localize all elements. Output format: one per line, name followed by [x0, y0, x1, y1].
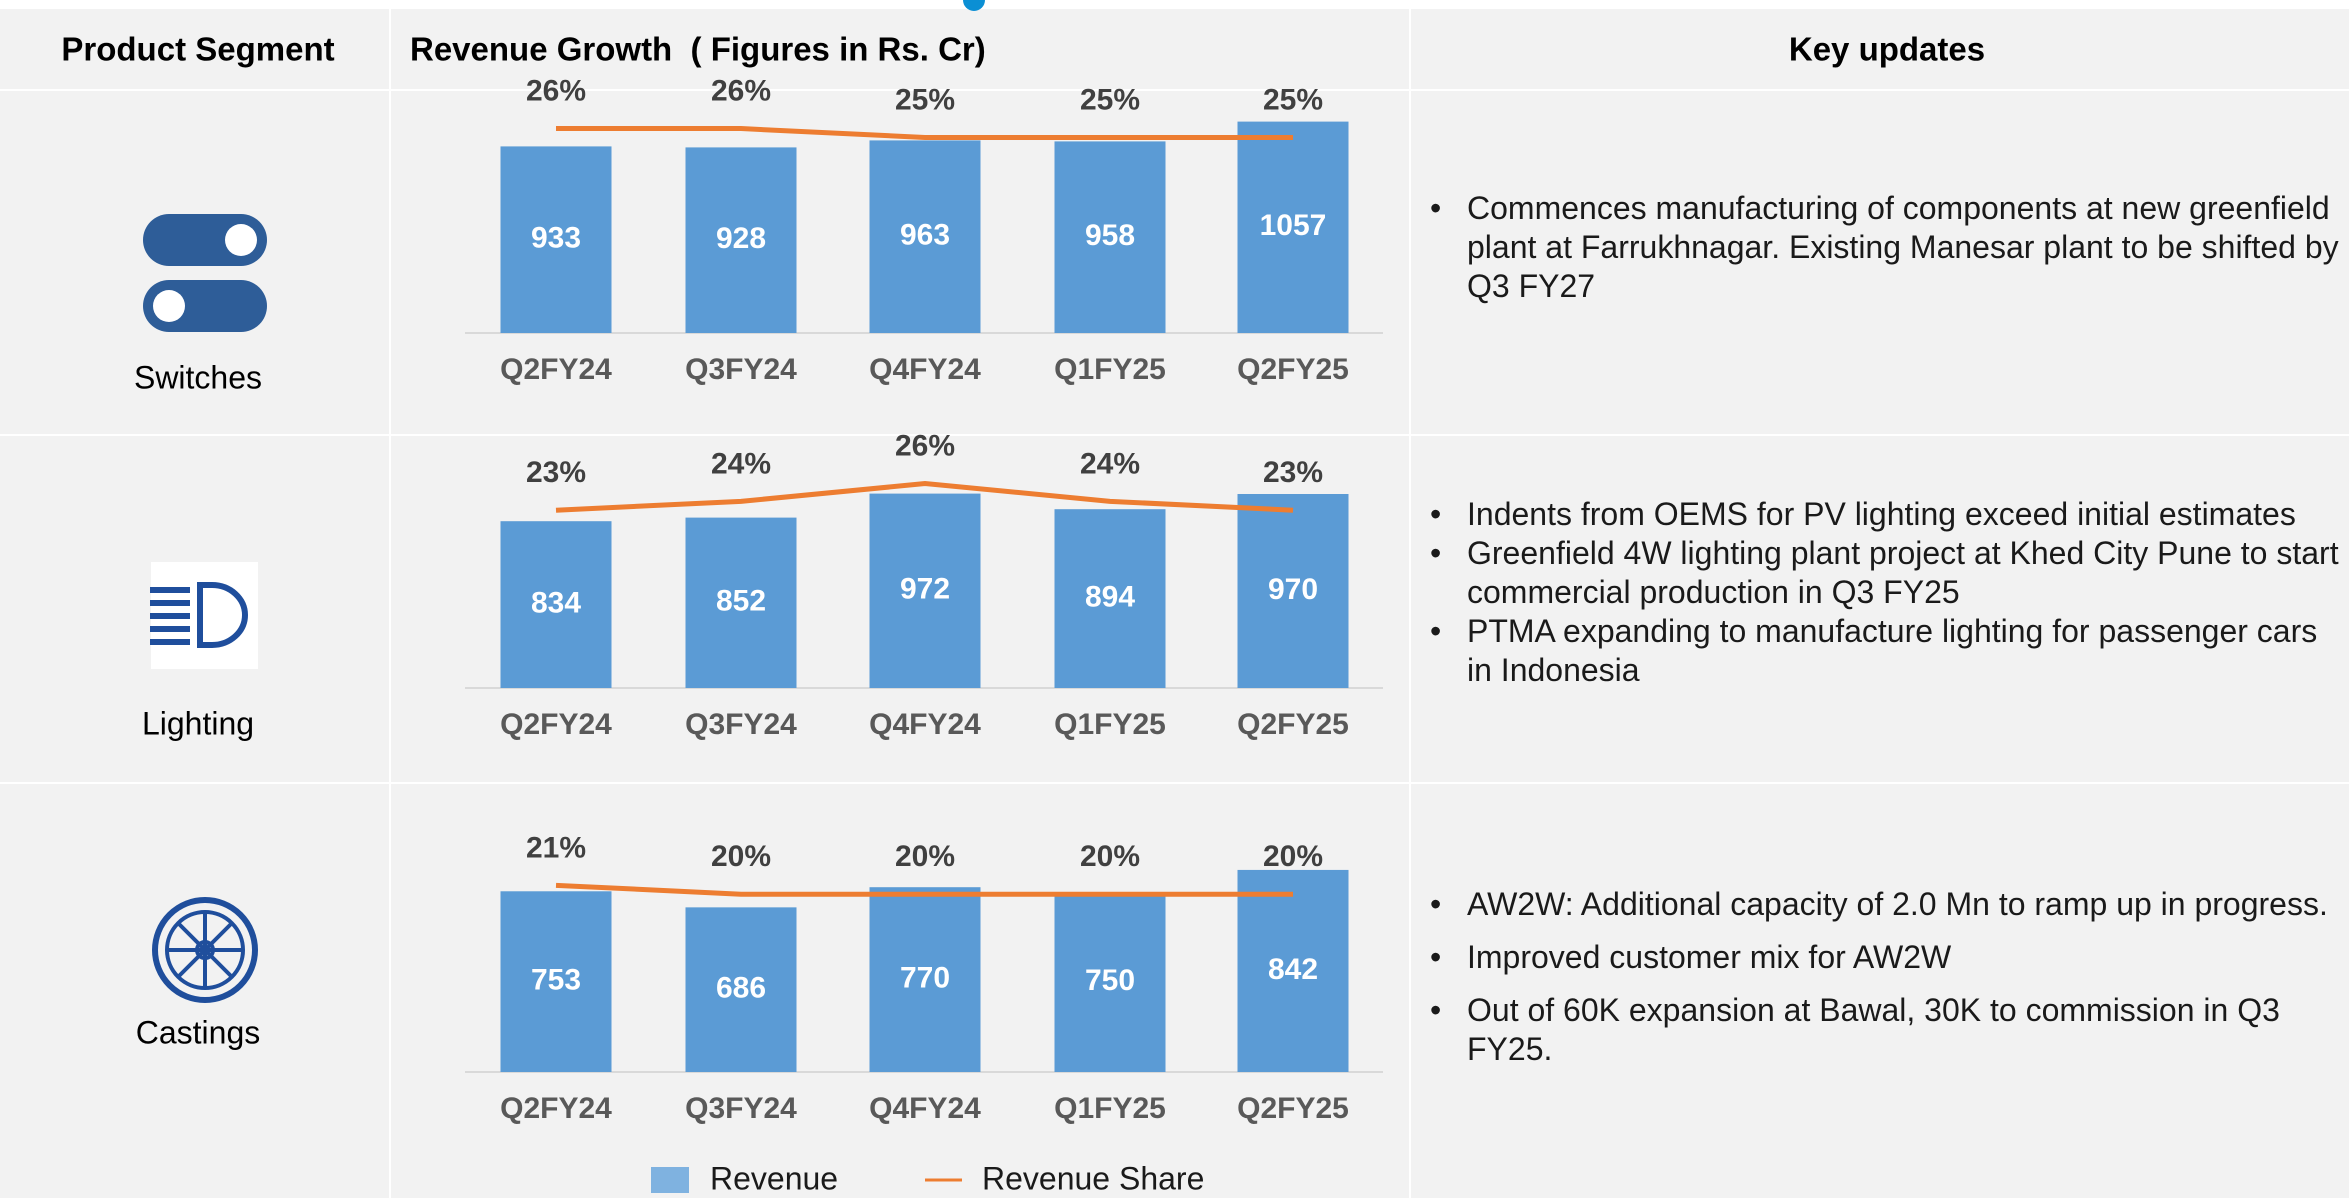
- bar: [1054, 892, 1166, 1072]
- x-tick-label: Q1FY25: [1054, 353, 1166, 386]
- bar: [1237, 121, 1349, 333]
- x-tick-label: Q3FY24: [685, 353, 797, 386]
- bar: [1054, 509, 1166, 688]
- x-tick-label: Q4FY24: [869, 1092, 981, 1125]
- legend-label: Revenue Share: [982, 1160, 1204, 1196]
- bar: [869, 493, 981, 688]
- share-label: 21%: [526, 831, 586, 864]
- bar-label: 770: [900, 962, 950, 995]
- legend-swatch: [651, 1167, 689, 1193]
- bar: [1054, 141, 1166, 333]
- key-updates: AW2W: Additional capacity of 2.0 Mn to r…: [1430, 885, 2340, 1083]
- share-label: 20%: [1263, 840, 1323, 873]
- share-line: [556, 126, 1293, 140]
- share-label: 26%: [711, 74, 771, 107]
- bar: [685, 907, 797, 1072]
- top-strip: [0, 0, 2349, 9]
- bar: [500, 891, 612, 1072]
- key-updates: Commences manufacturing of components at…: [1430, 189, 2340, 306]
- bar-label: 842: [1268, 953, 1318, 986]
- x-tick-label: Q4FY24: [869, 708, 981, 741]
- share-label: 25%: [1080, 83, 1140, 116]
- x-tick-label: Q2FY24: [500, 353, 612, 386]
- bar-label: 928: [716, 222, 766, 255]
- segment-label: Castings: [136, 1014, 261, 1050]
- update-item: AW2W: Additional capacity of 2.0 Mn to r…: [1430, 885, 2340, 924]
- lighting-icon: [150, 562, 258, 669]
- update-item: Improved customer mix for AW2W: [1430, 938, 2340, 977]
- bar: [869, 140, 981, 333]
- x-tick-label: Q2FY24: [500, 1092, 612, 1125]
- share-label: 24%: [1080, 447, 1140, 480]
- bar-label: 970: [1268, 573, 1318, 606]
- share-label: 26%: [895, 429, 955, 462]
- bar-label: 852: [716, 585, 766, 618]
- bar-label: 834: [531, 587, 581, 620]
- dot: [963, 0, 985, 11]
- segment-label: Lighting: [142, 705, 254, 741]
- x-tick-label: Q3FY24: [685, 1092, 797, 1125]
- bar-label: 686: [716, 972, 766, 1005]
- segment-label: Switches: [134, 359, 262, 395]
- bar-label: 972: [900, 573, 950, 606]
- bar: [1237, 869, 1349, 1072]
- share-label: 23%: [1263, 456, 1323, 489]
- bar: [1237, 494, 1349, 688]
- x-tick-label: Q2FY25: [1237, 353, 1349, 386]
- share-label: 26%: [526, 74, 586, 107]
- x-tick-label: Q2FY24: [500, 708, 612, 741]
- bar-label: 753: [531, 964, 581, 997]
- share-label: 24%: [711, 447, 771, 480]
- legend-label: Revenue: [710, 1160, 838, 1196]
- update-item: PTMA expanding to manufacture lighting f…: [1430, 612, 2340, 690]
- x-tick-label: Q2FY25: [1237, 1092, 1349, 1125]
- bar: [869, 887, 981, 1072]
- bar: [500, 521, 612, 688]
- update-item: Commences manufacturing of components at…: [1430, 189, 2340, 306]
- update-item: Greenfield 4W lighting plant project at …: [1430, 534, 2340, 612]
- share-label: 25%: [1263, 83, 1323, 116]
- bar-label: 894: [1085, 581, 1135, 614]
- update-item: Indents from OEMS for PV lighting exceed…: [1430, 495, 2340, 534]
- share-label: 25%: [895, 83, 955, 116]
- bar: [685, 517, 797, 688]
- key-updates: Indents from OEMS for PV lighting exceed…: [1430, 495, 2340, 690]
- x-tick-label: Q2FY25: [1237, 708, 1349, 741]
- bar-label: 1057: [1260, 209, 1327, 242]
- bar: [500, 146, 612, 333]
- share-line: [555, 481, 1294, 513]
- bar-label: 958: [1085, 219, 1135, 252]
- x-tick-label: Q1FY25: [1054, 1092, 1166, 1125]
- x-tick-label: Q3FY24: [685, 708, 797, 741]
- bar-label: 933: [531, 222, 581, 255]
- bar-label: 750: [1085, 964, 1135, 997]
- share-line: [555, 882, 1293, 897]
- share-label: 20%: [711, 840, 771, 873]
- bar-label: 963: [900, 219, 950, 252]
- update-item: Out of 60K expansion at Bawal, 30K to co…: [1430, 991, 2340, 1069]
- bar: [685, 147, 797, 333]
- header: Revenue Growth ( Figures in Rs. Cr): [410, 31, 986, 68]
- header: Key updates: [1789, 31, 1985, 68]
- share-label: 23%: [526, 456, 586, 489]
- x-tick-label: Q4FY24: [869, 353, 981, 386]
- share-label: 20%: [1080, 840, 1140, 873]
- share-label: 20%: [895, 840, 955, 873]
- wheel-icon: [152, 897, 258, 1003]
- x-tick-label: Q1FY25: [1054, 708, 1166, 741]
- header: Product Segment: [61, 31, 334, 68]
- switch-icon: [143, 214, 267, 332]
